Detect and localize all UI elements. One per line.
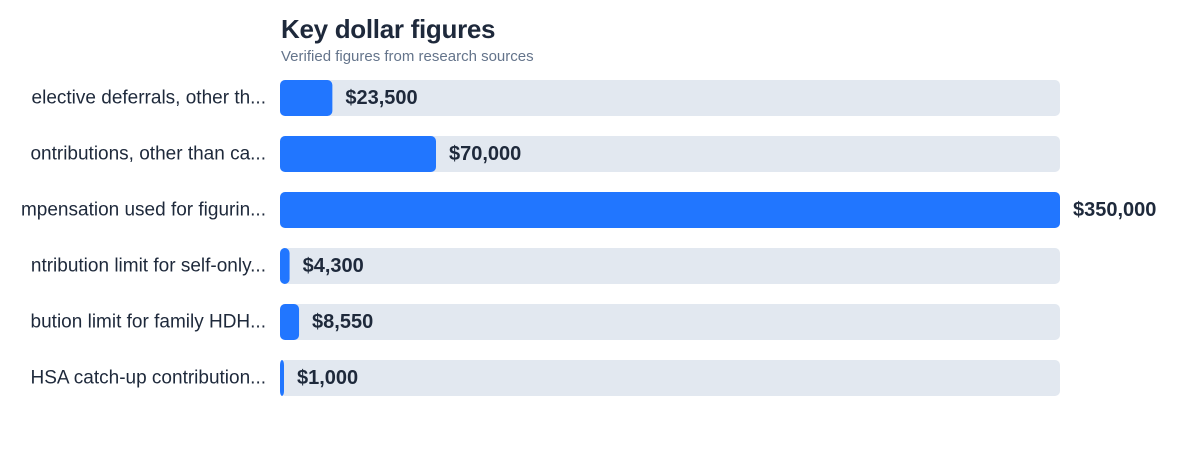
bar-track xyxy=(280,136,1060,172)
value-label: $8,550 xyxy=(312,311,373,333)
bar xyxy=(280,136,436,172)
bar xyxy=(280,80,333,116)
bar-row: ntribution limit for self-only... $4,300 xyxy=(31,248,1060,284)
bar-track xyxy=(280,360,1060,396)
chart-subtitle: Verified figures from research sources xyxy=(281,48,534,65)
bar xyxy=(280,248,290,284)
category-label: ontributions, other than ca... xyxy=(30,144,266,165)
category-label: HSA catch-up contribution... xyxy=(30,368,266,389)
bar xyxy=(280,304,300,340)
bar-track xyxy=(280,304,1060,340)
chart-title: Key dollar figures xyxy=(281,14,496,44)
bar xyxy=(280,360,284,396)
bar-row: mpensation used for figurin... $350,000 xyxy=(21,192,1156,228)
category-label: ntribution limit for self-only... xyxy=(31,256,266,277)
category-label: elective deferrals, other th... xyxy=(32,88,266,109)
bar-track xyxy=(280,80,1060,116)
bar-row: ontributions, other than ca... $70,000 xyxy=(30,136,1060,172)
value-label: $1,000 xyxy=(297,367,358,389)
value-label: $23,500 xyxy=(345,87,417,109)
value-label: $4,300 xyxy=(303,255,364,277)
category-label: mpensation used for figurin... xyxy=(21,200,266,221)
category-label: bution limit for family HDH... xyxy=(31,312,266,333)
value-label: $70,000 xyxy=(449,143,521,165)
bar-row: HSA catch-up contribution... $1,000 xyxy=(30,360,1060,396)
value-label: $350,000 xyxy=(1073,199,1156,221)
bar-row: elective deferrals, other th... $23,500 xyxy=(32,80,1060,116)
bar-track xyxy=(280,248,1060,284)
bar xyxy=(280,192,1060,228)
bar-row: bution limit for family HDH... $8,550 xyxy=(31,304,1060,340)
